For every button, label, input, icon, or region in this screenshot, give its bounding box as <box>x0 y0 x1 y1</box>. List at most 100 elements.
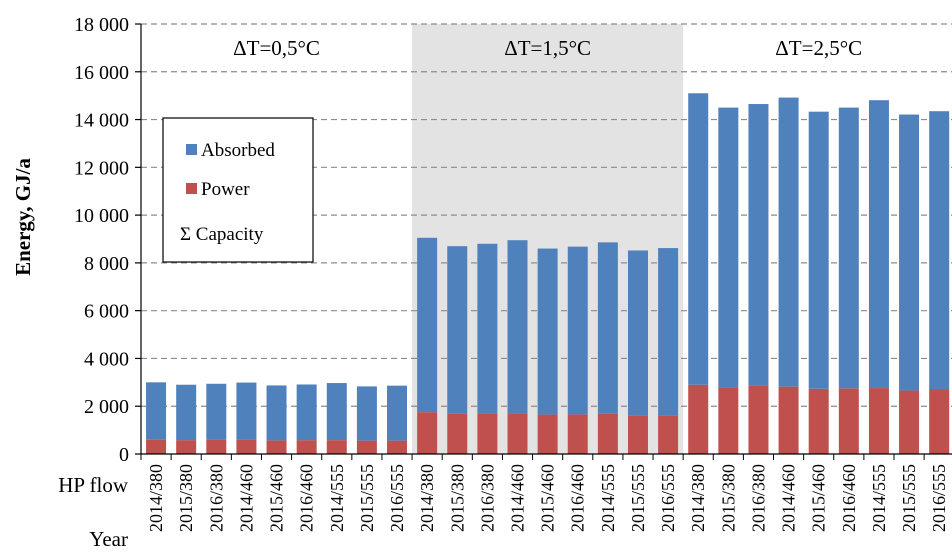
bar-absorbed-19 <box>718 107 739 388</box>
bar-absorbed-7 <box>356 386 377 441</box>
y-tick-labels: 0 2 000 4 000 6 000 8 000 10 000 12 000 14 000 1… <box>74 14 129 466</box>
bar-power-13 <box>537 414 558 454</box>
bar-absorbed-24 <box>868 100 889 389</box>
y-tick-label: 8 000 <box>84 253 129 275</box>
x-row-label-hp-flow: HP flow <box>58 473 129 497</box>
x-tick-label: 2015/460 <box>267 464 287 532</box>
x-tick-label: 2014/460 <box>236 464 256 532</box>
x-tick-label: 2015/555 <box>357 464 377 532</box>
bar-absorbed-15 <box>597 242 618 414</box>
bar-absorbed-9 <box>417 237 438 413</box>
bar-power-1 <box>176 440 197 454</box>
x-tick-label: 2014/380 <box>417 464 437 532</box>
legend-label-power: Power <box>201 179 250 200</box>
y-tick-label: 18 000 <box>74 14 129 36</box>
y-tick-label: 2 000 <box>84 396 129 418</box>
x-tick-label: 2016/555 <box>929 464 949 532</box>
bar-power-18 <box>688 384 709 454</box>
axes <box>135 23 952 460</box>
bar-absorbed-23 <box>838 107 859 389</box>
y-tick-label: 6 000 <box>84 301 129 323</box>
bar-power-6 <box>326 440 347 454</box>
bar-absorbed-20 <box>748 104 769 386</box>
bar-power-20 <box>748 385 769 454</box>
bar-absorbed-0 <box>146 382 167 440</box>
x-tick-label: 2016/555 <box>387 464 407 532</box>
x-tick-label: 2015/380 <box>718 464 738 532</box>
x-tick-label: 2016/460 <box>568 464 588 532</box>
bar-power-7 <box>356 440 377 454</box>
x-tick-label: 2015/555 <box>899 464 919 532</box>
x-tick-label: 2016/380 <box>477 464 497 532</box>
bar-absorbed-6 <box>326 383 347 441</box>
bar-absorbed-13 <box>537 248 558 415</box>
x-tick-label: 2014/460 <box>779 464 799 532</box>
bar-power-12 <box>507 413 528 454</box>
region-label-2: ΔT=2,5°C <box>775 36 862 60</box>
x-tick-label: 2014/555 <box>869 464 889 532</box>
bar-absorbed-10 <box>447 246 468 414</box>
bar-power-21 <box>778 386 799 454</box>
bar-power-23 <box>838 388 859 454</box>
bar-power-17 <box>658 415 679 454</box>
bar-absorbed-4 <box>266 385 287 441</box>
bar-absorbed-22 <box>808 111 829 389</box>
bar-power-26 <box>929 389 950 454</box>
x-tick-label: 2016/460 <box>297 464 317 532</box>
x-tick-label: 2015/460 <box>809 464 829 532</box>
region-labels: ΔT=0,5°C ΔT=1,5°C ΔT=2,5°C <box>233 36 862 60</box>
bar-power-8 <box>387 440 408 454</box>
bar-absorbed-11 <box>477 243 498 414</box>
x-tick-label: 2015/555 <box>628 464 648 532</box>
bar-absorbed-8 <box>387 385 408 441</box>
bar-absorbed-25 <box>899 114 920 391</box>
bar-absorbed-21 <box>778 97 799 387</box>
bar-power-16 <box>627 415 648 454</box>
bar-absorbed-3 <box>236 382 257 440</box>
y-tick-label: 14 000 <box>74 110 129 132</box>
region-label-1: ΔT=1,5°C <box>504 36 591 60</box>
x-tick-label: 2014/380 <box>688 464 708 532</box>
legend-label-capacity: Σ Capacity <box>180 224 264 245</box>
x-tick-label: 2016/380 <box>206 464 226 532</box>
x-tick-label: 2014/555 <box>327 464 347 532</box>
bar-power-14 <box>567 414 588 454</box>
x-tick-label: 2016/555 <box>658 464 678 532</box>
bars <box>146 93 950 454</box>
bar-power-19 <box>718 387 739 454</box>
bar-power-25 <box>899 390 920 454</box>
bar-absorbed-18 <box>688 93 709 385</box>
bar-power-3 <box>236 439 257 454</box>
y-tick-label: 10 000 <box>74 205 129 227</box>
legend-label-absorbed: Absorbed <box>201 140 275 161</box>
bar-absorbed-2 <box>206 383 227 440</box>
x-tick-label: 2015/380 <box>176 464 196 532</box>
legend-swatch-power <box>186 183 197 194</box>
bar-absorbed-17 <box>658 248 679 416</box>
bar-power-24 <box>868 388 889 454</box>
legend-swatch-absorbed <box>186 144 197 155</box>
bar-power-22 <box>808 388 829 454</box>
y-tick-label: 12 000 <box>74 157 129 179</box>
bar-absorbed-16 <box>627 250 648 416</box>
bar-power-2 <box>206 439 227 454</box>
y-tick-label: 4 000 <box>84 348 129 370</box>
bar-power-0 <box>146 439 167 454</box>
bar-power-4 <box>266 440 287 454</box>
x-tick-label: 2016/460 <box>839 464 859 532</box>
bar-absorbed-14 <box>567 246 588 415</box>
bar-absorbed-12 <box>507 240 528 414</box>
legend: Absorbed Power Σ Capacity <box>162 117 314 263</box>
bar-power-11 <box>477 413 498 454</box>
bar-absorbed-5 <box>296 384 317 441</box>
x-tick-label: 2015/380 <box>447 464 467 532</box>
x-tick-label: 2014/460 <box>508 464 528 532</box>
bar-power-10 <box>447 413 468 454</box>
x-tick-label: 2014/380 <box>146 464 166 532</box>
x-tick-label: 2016/380 <box>748 464 768 532</box>
x-tick-labels: 2014/380 2015/380 2016/380 2014/460 2015/460… <box>146 464 949 532</box>
bar-power-5 <box>296 440 317 454</box>
y-tick-label: 0 <box>119 444 129 466</box>
y-tick-label: 16 000 <box>74 62 129 84</box>
